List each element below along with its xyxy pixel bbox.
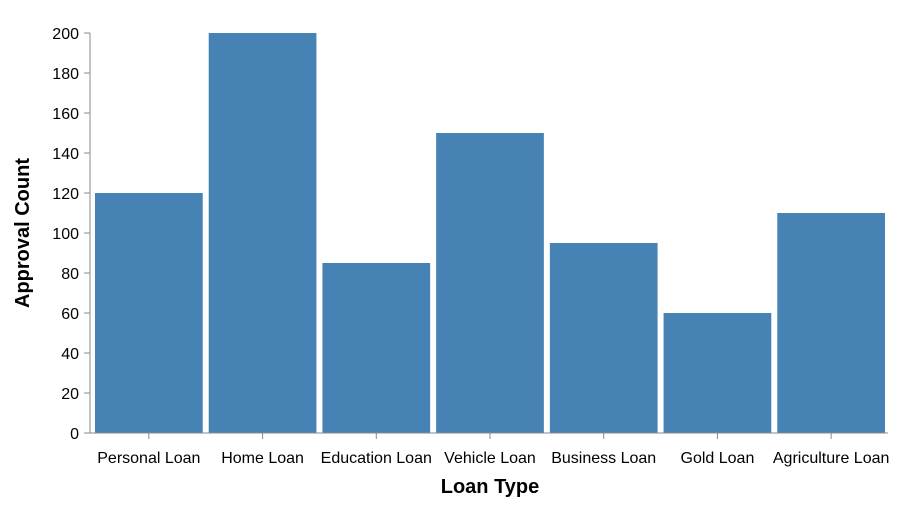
y-tick-label: 140 bbox=[52, 146, 79, 163]
x-tick-label: Gold Loan bbox=[681, 450, 755, 467]
x-tick-label: Education Loan bbox=[321, 450, 432, 467]
bar-education-loan bbox=[322, 263, 431, 433]
y-tick-label: 160 bbox=[52, 106, 79, 123]
y-tick-label: 100 bbox=[52, 226, 79, 243]
bar-business-loan bbox=[549, 243, 658, 433]
y-tick-label: 20 bbox=[61, 386, 79, 403]
y-tick-label: 200 bbox=[52, 26, 79, 43]
x-tick-label: Personal Loan bbox=[97, 450, 200, 467]
bar-vehicle-loan bbox=[436, 133, 544, 433]
x-tick-label: Home Loan bbox=[221, 450, 304, 467]
bar-gold-loan bbox=[663, 313, 772, 433]
x-tick-label: Vehicle Loan bbox=[444, 450, 536, 467]
y-tick-label: 60 bbox=[61, 306, 79, 323]
y-tick-label: 0 bbox=[70, 426, 79, 443]
x-axis-title: Loan Type bbox=[441, 476, 540, 498]
y-tick-label: 120 bbox=[52, 186, 79, 203]
y-tick-label: 80 bbox=[61, 266, 79, 283]
y-tick-label: 180 bbox=[52, 66, 79, 83]
y-axis: 0 20 40 60 80 100 120 140 160 180 200 bbox=[52, 26, 91, 443]
bar-personal-loan bbox=[95, 193, 203, 433]
bar-home-loan bbox=[208, 33, 317, 433]
y-tick-label: 40 bbox=[61, 346, 79, 363]
x-axis: Personal Loan Home Loan Education Loan Vehi… bbox=[90, 432, 890, 467]
x-tick-label: Business Loan bbox=[551, 450, 656, 467]
bars-group bbox=[95, 33, 885, 433]
bar-agriculture-loan bbox=[777, 213, 885, 433]
x-tick-label: Agriculture Loan bbox=[773, 450, 890, 467]
y-axis-title: Approval Count bbox=[12, 158, 34, 308]
